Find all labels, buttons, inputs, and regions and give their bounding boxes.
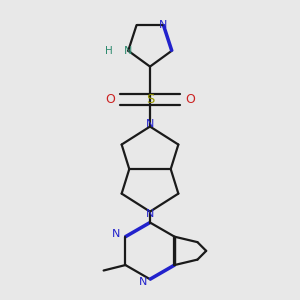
Text: O: O xyxy=(105,93,115,106)
Text: H: H xyxy=(105,46,113,56)
Text: N: N xyxy=(146,209,154,219)
Text: S: S xyxy=(146,93,154,106)
Text: N: N xyxy=(159,20,168,30)
Text: N: N xyxy=(139,277,148,287)
Text: N: N xyxy=(124,46,132,56)
Text: O: O xyxy=(185,93,195,106)
Text: N: N xyxy=(111,229,120,239)
Text: N: N xyxy=(146,119,154,129)
